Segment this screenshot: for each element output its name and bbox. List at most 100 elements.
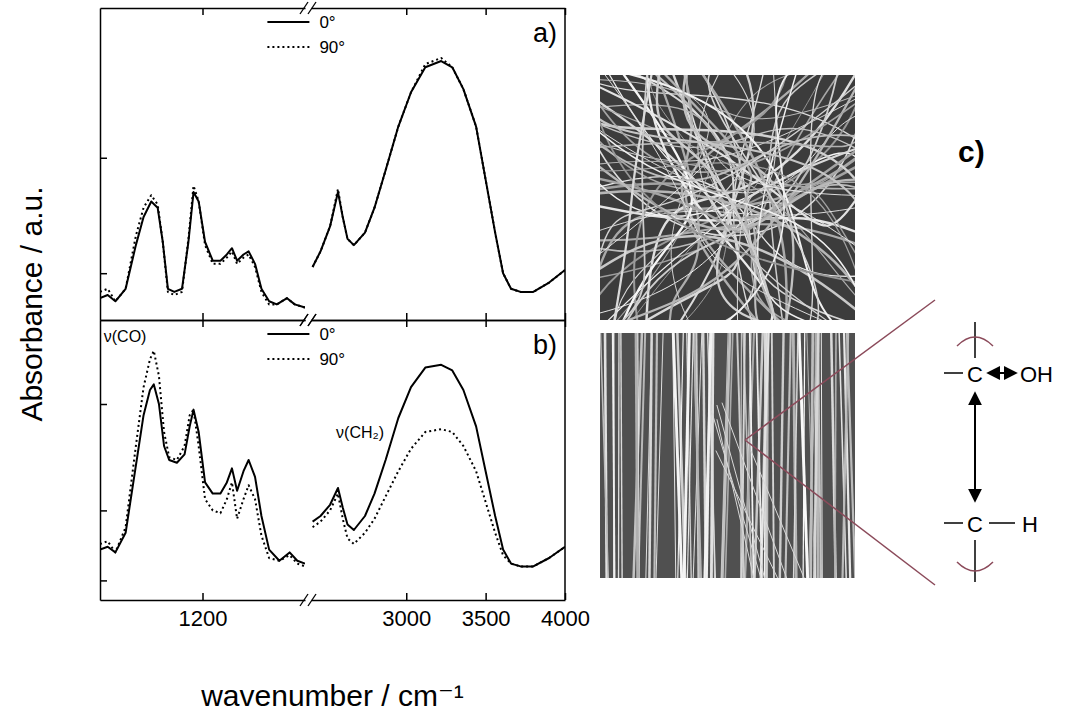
fiber [803, 333, 805, 578]
atom-label: C [967, 512, 983, 537]
fiber [649, 333, 651, 578]
panel-label: c) [958, 135, 985, 168]
legend-label: 0° [319, 325, 335, 344]
y-axis [100, 9, 107, 321]
fiber [600, 75, 844, 320]
axis-break [300, 314, 308, 326]
fiber [600, 79, 855, 118]
tick-mark [100, 580, 107, 582]
fiber [843, 333, 849, 578]
fiber [654, 333, 657, 578]
spectrum-line [100, 365, 565, 567]
legend: 0°90° [267, 325, 345, 369]
fiber [799, 333, 807, 578]
axis-line [100, 321, 102, 601]
leader-line [745, 440, 935, 585]
plot-area [100, 351, 565, 567]
fiber [693, 333, 702, 578]
x-axis [101, 320, 306, 327]
axis-break [308, 594, 316, 606]
fiber [602, 75, 855, 320]
panel-label: a) [533, 18, 557, 48]
tick-mark [406, 320, 408, 327]
x-tick [486, 313, 487, 320]
fiber [785, 333, 790, 578]
x-tick: 3000 [382, 593, 431, 631]
tick-mark [202, 320, 204, 327]
tick-mark [406, 8, 408, 15]
axis-title: Absorbance / a.u. [15, 186, 48, 421]
double-arrow [989, 372, 1015, 374]
fiber [613, 75, 654, 320]
tick-mark [202, 313, 204, 320]
fiber [758, 75, 841, 320]
fiber [725, 333, 732, 578]
plot-area [100, 58, 565, 308]
spectrum-line [100, 351, 565, 567]
x-tick [203, 320, 204, 327]
double-arrow [974, 394, 976, 500]
fiber [704, 333, 711, 578]
fiber [600, 161, 855, 306]
tick-mark [100, 404, 107, 406]
fiber [600, 157, 855, 262]
fiber [698, 75, 841, 320]
sem-image [600, 333, 855, 578]
fiber [683, 75, 793, 320]
fiber [600, 333, 608, 578]
fiber [831, 333, 835, 578]
tick-label: 3500 [462, 606, 511, 631]
spectrum-line [100, 58, 565, 308]
panel: 0°90° a) [100, 2, 566, 326]
x-axis [101, 8, 306, 15]
x-axis [312, 8, 566, 15]
atom-label: H [1022, 512, 1038, 537]
axis-break [300, 2, 308, 14]
fiber [737, 333, 744, 578]
x-tick [406, 320, 407, 327]
frame [564, 8, 566, 320]
tick-mark [202, 8, 204, 15]
atom-label: OH [1020, 362, 1053, 387]
axis-break [308, 314, 316, 326]
fiber [600, 163, 855, 301]
y-tick [100, 404, 107, 405]
x-axis [312, 320, 566, 327]
x-tick [486, 8, 487, 15]
fiber [613, 333, 615, 578]
bond [944, 522, 963, 524]
fiber [634, 333, 642, 578]
x-tick: 3500 [462, 593, 511, 631]
legend-line [267, 46, 309, 48]
fiber [711, 333, 714, 578]
fiber [600, 135, 855, 180]
sem-image [600, 75, 855, 320]
fiber [613, 333, 614, 578]
fiber [780, 333, 784, 578]
legend-line [267, 21, 309, 23]
axis-break [300, 594, 308, 606]
axis-line [312, 320, 566, 322]
fiber [751, 451, 804, 578]
fiber [805, 75, 832, 320]
tick-mark [485, 593, 487, 600]
bond [944, 372, 963, 374]
bond [989, 522, 1015, 524]
legend: 0°90° [267, 13, 345, 57]
axis-break [308, 2, 316, 14]
fiber [755, 333, 763, 578]
bond [974, 322, 976, 358]
fiber [835, 333, 836, 578]
fiber [600, 75, 841, 320]
tick-mark [485, 320, 487, 327]
legend-label: 90° [319, 350, 345, 369]
tick-label: 1200 [179, 606, 228, 631]
y-tick [100, 158, 107, 159]
y-tick [100, 510, 107, 511]
x-tick [406, 313, 407, 320]
y-tick [100, 580, 107, 581]
axis-line [312, 8, 566, 10]
legend-label: 90° [319, 38, 345, 57]
fiber [600, 91, 855, 284]
fiber [621, 333, 622, 578]
